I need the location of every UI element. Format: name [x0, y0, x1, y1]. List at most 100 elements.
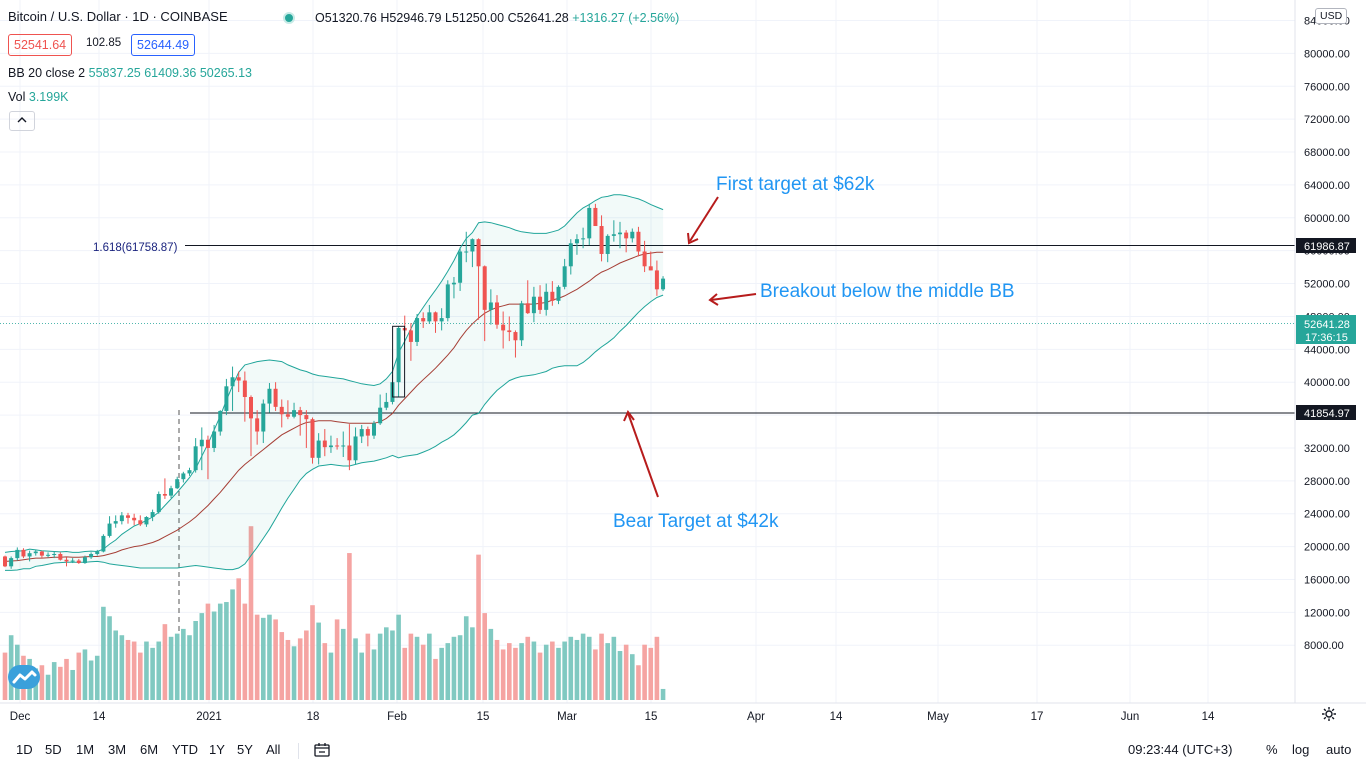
candle-body — [273, 388, 278, 407]
volume-bar — [384, 627, 389, 700]
timeframe-6m-button[interactable]: 6M — [140, 742, 159, 757]
candle — [218, 410, 223, 436]
timeframe-all-button[interactable]: All — [266, 742, 281, 757]
candle — [630, 228, 635, 243]
timeframe-1y-button[interactable]: 1Y — [209, 742, 225, 757]
candle — [636, 226, 641, 257]
candle-body — [218, 410, 223, 432]
volume-bar — [611, 636, 617, 700]
bb-upper-line — [4, 194, 664, 553]
volume-bar — [396, 614, 401, 700]
volume-bar — [94, 655, 100, 700]
candle-body — [661, 278, 666, 290]
candle-body — [89, 553, 94, 558]
candle-body — [3, 556, 7, 567]
timeframe-1d-button[interactable]: 1D — [16, 742, 33, 757]
candle-body — [384, 401, 389, 408]
candle — [58, 552, 63, 561]
ohlc-readout: O51320.76 H52946.79 L51250.00 C52641.28 … — [315, 11, 679, 25]
candle — [408, 323, 413, 361]
candle-body — [144, 517, 149, 525]
volume-bar — [439, 647, 444, 700]
volume-bar — [328, 652, 334, 700]
time-axis: Dec 14 2021 18 Feb 15 Mar 15 Apr 14 May 17 Jun 14 — [0, 702, 1366, 735]
buy-price-button[interactable]: 52644.49 — [131, 34, 196, 56]
sell-price-button[interactable]: 52541.64 — [8, 34, 73, 56]
candle-body — [279, 406, 284, 415]
candle-body — [439, 318, 444, 322]
clock-readout[interactable]: 09:23:44 (UTC+3) — [1128, 742, 1233, 757]
volume-indicator-legend[interactable]: Vol 3.199K — [8, 90, 69, 104]
candle — [519, 300, 524, 347]
candle-body — [101, 535, 106, 552]
auto-scale-button[interactable]: auto — [1326, 742, 1352, 757]
candle-body — [525, 303, 530, 314]
candle-body — [519, 303, 524, 341]
candle-body — [310, 419, 315, 458]
volume-bar — [64, 658, 69, 700]
candle-body — [562, 266, 567, 287]
breakout-arrowhead — [708, 293, 719, 306]
volume-bar — [408, 633, 414, 700]
last-price-label: 52641.28 — [1304, 319, 1350, 331]
bb-indicator-legend[interactable]: BB 20 close 2 55837.25 61409.36 50265.13 — [8, 66, 252, 80]
time-tick-label: Feb — [387, 711, 407, 723]
volume-bar — [310, 605, 315, 700]
currency-badge[interactable]: USD — [1315, 8, 1348, 24]
candle-body — [365, 429, 370, 436]
volume-bar — [550, 641, 555, 700]
volume-bar — [353, 638, 358, 700]
price-tick-label: 44000.00 — [1304, 344, 1350, 356]
volume-bar — [261, 617, 266, 700]
gear-icon[interactable] — [1321, 706, 1337, 722]
breakout-arrow — [710, 293, 757, 301]
candle — [212, 424, 217, 453]
candle — [119, 512, 124, 525]
chart-grid — [0, 0, 1295, 703]
candle-body — [611, 234, 616, 236]
timeframe-5d-button[interactable]: 5D — [45, 742, 62, 757]
candle-body — [581, 238, 586, 240]
price-chart[interactable]: 1.618(61758.87) First target at $62k Bre… — [0, 0, 1366, 735]
candle-body — [255, 418, 260, 432]
price-tick-label: 64000.00 — [1304, 180, 1350, 192]
candle-body — [396, 327, 401, 383]
candle — [175, 476, 180, 490]
symbol-title[interactable]: Bitcoin / U.S. Dollar · 1D · COINBASE — [8, 9, 228, 24]
volume-bar — [119, 635, 125, 700]
volume-bar — [648, 647, 654, 700]
candle — [458, 247, 463, 291]
candle-body — [433, 312, 438, 322]
candle — [661, 276, 666, 291]
collapse-legend-button[interactable] — [9, 111, 35, 131]
timeframe-1m-button[interactable]: 1M — [76, 742, 95, 757]
candle — [482, 265, 487, 342]
candle — [46, 552, 51, 558]
percent-scale-button[interactable]: % — [1266, 742, 1278, 757]
timeframe-ytd-button[interactable]: YTD — [172, 742, 198, 757]
breakout-label: Breakout below the middle BB — [760, 281, 1015, 302]
candle-body — [408, 330, 413, 342]
candle — [470, 238, 475, 268]
volume-bar — [181, 628, 186, 700]
bear-target-arrow — [627, 412, 659, 498]
candle-body — [347, 445, 352, 461]
chevron-up-icon — [17, 117, 27, 123]
candle — [605, 234, 610, 263]
candle-body — [476, 239, 481, 267]
timeframe-3m-button[interactable]: 3M — [108, 742, 127, 757]
candle — [433, 311, 438, 333]
candle — [556, 285, 561, 305]
candle — [624, 230, 629, 253]
candle — [156, 491, 161, 514]
volume-bar — [623, 644, 629, 700]
timeframe-5y-button[interactable]: 5Y — [237, 742, 253, 757]
log-scale-button[interactable]: log — [1292, 742, 1310, 757]
price-tick-label: 32000.00 — [1304, 443, 1350, 455]
volume-bar — [88, 660, 94, 700]
bear-target-arrowhead — [623, 410, 635, 422]
volume-bar — [488, 628, 494, 700]
price-tick-label: 12000.00 — [1304, 607, 1350, 619]
date-range-icon[interactable] — [313, 742, 331, 758]
candle — [464, 231, 469, 263]
